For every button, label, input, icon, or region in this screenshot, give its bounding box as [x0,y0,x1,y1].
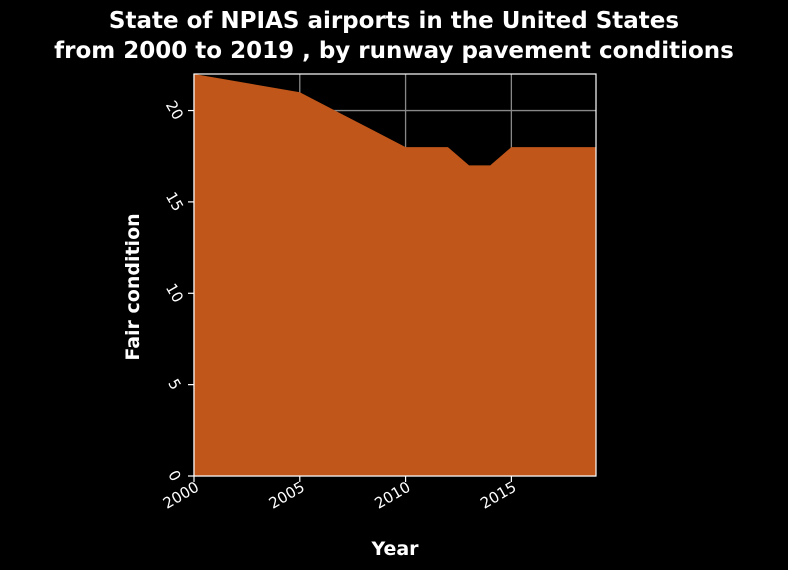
area-series [194,74,596,476]
x-tick-label: 2005 [266,478,308,513]
y-axis-label: Fair condition [122,213,144,360]
x-axis-ticks: 2000 2005 2010 2015 [160,476,519,513]
x-axis-label: Year [370,538,419,560]
chart-title: State of NPIAS airports in the United St… [0,6,788,66]
plot-frame [193,73,597,477]
y-tick-label: 15 [162,189,187,215]
chart-title-line-2: from 2000 to 2019 , by runway pavement c… [54,38,734,64]
x-tick-label: 2000 [160,478,202,513]
y-axis-ticks: 0 5 10 15 20 [162,98,194,484]
x-tick-label: 2010 [372,478,414,513]
y-tick-label: 20 [162,98,187,124]
chart-title-line-1: State of NPIAS airports in the United St… [108,8,680,34]
y-tick-label: 5 [164,376,184,393]
y-tick-label: 10 [162,280,187,306]
x-tick-label: 2015 [477,478,519,513]
y-tick-label: 0 [164,467,184,484]
